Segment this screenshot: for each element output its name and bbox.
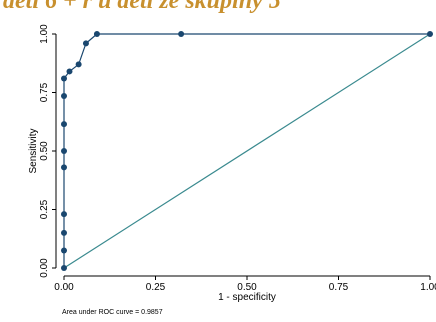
y-tick-label: 0.50 bbox=[39, 141, 50, 161]
x-axis-title: 1 - specificity bbox=[218, 292, 276, 303]
x-tick-label: 1.00 bbox=[420, 282, 436, 293]
roc-point bbox=[66, 68, 73, 75]
x-tick-label: 0.00 bbox=[54, 282, 74, 293]
auc-annotation: Area under ROC curve = 0.9857 bbox=[62, 309, 163, 316]
y-tick-label: 0.00 bbox=[39, 258, 50, 278]
roc-point bbox=[82, 40, 89, 47]
roc-point bbox=[427, 31, 433, 37]
roc-point bbox=[61, 148, 67, 154]
y-tick-label: 0.25 bbox=[39, 199, 50, 219]
x-tick-label: 0.50 bbox=[237, 282, 257, 293]
roc-point bbox=[61, 75, 67, 82]
roc-point bbox=[61, 229, 67, 236]
roc-point bbox=[61, 265, 67, 271]
axes: 0.00 0.25 0.50 0.75 1.00 0.00 0.25 0.50 0.75 1.00 bbox=[39, 24, 436, 293]
y-tick-label: 1.00 bbox=[39, 24, 50, 44]
reference-line-layer bbox=[63, 33, 431, 269]
roc-marker-layer bbox=[61, 31, 433, 271]
roc-point bbox=[61, 121, 67, 128]
x-tick-label: 0.25 bbox=[146, 282, 166, 293]
roc-point bbox=[61, 93, 67, 100]
roc-point bbox=[178, 31, 185, 37]
roc-point bbox=[75, 61, 82, 68]
roc-point bbox=[61, 164, 67, 171]
roc-point bbox=[61, 211, 67, 218]
reference-line bbox=[63, 33, 431, 269]
roc-point bbox=[61, 247, 67, 254]
y-tick-label: 0.75 bbox=[39, 82, 50, 102]
roc-point bbox=[93, 31, 100, 37]
y-axis-title: Sensitivity bbox=[28, 128, 39, 173]
chart-caption: deti 6 + r u deti ze skupiny 5 bbox=[3, 0, 281, 14]
x-tick-label: 0.75 bbox=[329, 282, 349, 293]
